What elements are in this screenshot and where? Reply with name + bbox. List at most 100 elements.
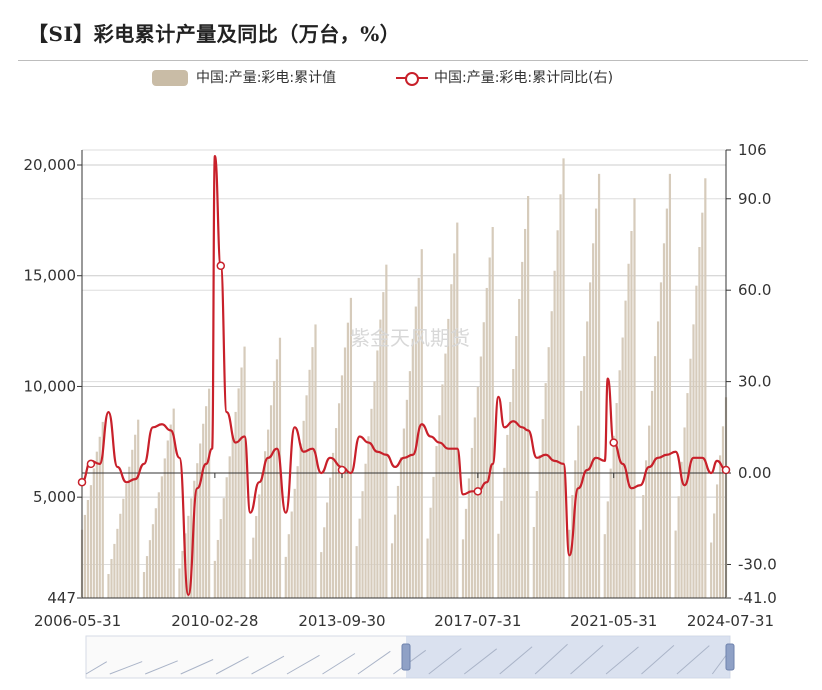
bar-cumulative bbox=[509, 401, 512, 598]
bar-cumulative bbox=[532, 526, 535, 598]
bar-cumulative bbox=[125, 483, 128, 598]
bar-cumulative bbox=[148, 540, 152, 598]
bar-cumulative bbox=[553, 270, 556, 598]
bar-cumulative bbox=[559, 194, 562, 599]
bar-cumulative bbox=[633, 198, 636, 598]
line-point-marker bbox=[337, 465, 347, 475]
bar-cumulative bbox=[142, 572, 146, 598]
bar-cumulative bbox=[323, 527, 326, 598]
bar-cumulative bbox=[618, 370, 621, 598]
bar-cumulative bbox=[119, 513, 122, 598]
bar-cumulative bbox=[577, 425, 580, 598]
zoom-slider-selection bbox=[406, 636, 730, 678]
bar-cumulative bbox=[255, 516, 258, 598]
zoom-slider-handle[interactable] bbox=[401, 643, 411, 671]
bar-cumulative bbox=[512, 368, 515, 598]
bar-cumulative bbox=[639, 529, 642, 598]
bar-cumulative bbox=[385, 264, 388, 598]
y-left-tick-label: 10,000 bbox=[24, 377, 77, 395]
bar-cumulative bbox=[580, 390, 583, 598]
bar-cumulative bbox=[464, 508, 468, 598]
bar-cumulative bbox=[544, 383, 547, 598]
line-yoy-series bbox=[81, 154, 727, 597]
bar-cumulative bbox=[231, 435, 234, 598]
bar-cumulative bbox=[550, 311, 553, 598]
bar-cumulative bbox=[98, 436, 101, 598]
bar-cumulative bbox=[624, 300, 627, 598]
bar-cumulative bbox=[178, 568, 181, 598]
bar-cumulative bbox=[320, 552, 323, 598]
bar-cumulative bbox=[199, 443, 202, 598]
bar-cumulative bbox=[252, 537, 255, 598]
bar-cumulative bbox=[134, 434, 137, 598]
bar-cumulative bbox=[592, 243, 595, 598]
y-right-tick-label: 30.0 bbox=[738, 373, 771, 391]
bar-cumulative bbox=[290, 511, 293, 598]
bar-cumulative bbox=[689, 358, 692, 598]
bar-cumulative bbox=[95, 451, 98, 598]
bar-cumulative bbox=[665, 208, 668, 598]
legend-bar-label: 中国:产量:彩电:累计值 bbox=[196, 70, 337, 86]
y-right-tick-label: -41.0 bbox=[738, 589, 777, 607]
bar-cumulative bbox=[482, 322, 485, 598]
bar-cumulative bbox=[275, 359, 279, 598]
bar-cumulative bbox=[196, 463, 199, 598]
bar-cumulative bbox=[376, 350, 379, 598]
bar-cumulative bbox=[370, 408, 373, 598]
y-right-tick-label: 0.00 bbox=[738, 464, 771, 482]
bar-cumulative bbox=[193, 480, 196, 598]
bar-cumulative bbox=[234, 411, 237, 598]
bar-cumulative bbox=[656, 321, 660, 598]
bar-cumulative bbox=[131, 449, 134, 598]
x-tick-label: 2010-02-28 bbox=[171, 612, 258, 630]
bar-cumulative bbox=[456, 222, 459, 598]
bar-cumulative bbox=[467, 478, 471, 598]
bar-cumulative bbox=[228, 456, 231, 598]
bar-cumulative bbox=[258, 494, 261, 598]
bar-cumulative bbox=[225, 477, 228, 598]
bar-cumulative bbox=[683, 427, 686, 598]
zoom-slider-handle[interactable] bbox=[725, 643, 735, 671]
bar-cumulative bbox=[473, 417, 476, 598]
bar-cumulative bbox=[556, 230, 559, 599]
bar-cumulative bbox=[305, 395, 308, 598]
bar-cumulative bbox=[701, 212, 704, 598]
bar-cumulative bbox=[154, 508, 157, 598]
legend-item-line[interactable]: 中国:产量:彩电:累计同比(右) bbox=[396, 66, 613, 90]
bar-cumulative bbox=[627, 263, 630, 598]
bar-cumulative bbox=[515, 336, 518, 598]
bar-cumulative bbox=[110, 558, 113, 598]
bar-cumulative bbox=[151, 524, 155, 598]
bar-cumulative bbox=[612, 435, 615, 598]
bar-cumulative bbox=[137, 419, 140, 598]
bar-cumulative bbox=[606, 501, 609, 598]
y-left-tick-label: 447 bbox=[47, 589, 76, 607]
bar-cumulative bbox=[444, 353, 447, 598]
bar-cumulative bbox=[589, 282, 592, 598]
bar-cumulative bbox=[535, 491, 538, 598]
bar-cumulative bbox=[621, 337, 624, 598]
bar-cumulative bbox=[128, 466, 131, 598]
bar-cumulative bbox=[272, 380, 276, 598]
bar-cumulative bbox=[334, 428, 338, 598]
bar-cumulative bbox=[521, 261, 524, 598]
bar-cumulative bbox=[240, 367, 243, 598]
y-left-tick-label: 20,000 bbox=[24, 156, 77, 174]
bar-cumulative bbox=[597, 173, 601, 598]
y-left-tick-label: 15,000 bbox=[24, 267, 77, 285]
bar-cumulative bbox=[302, 420, 305, 598]
bar-cumulative bbox=[261, 472, 264, 598]
line-point-marker bbox=[77, 477, 87, 487]
bar-cumulative bbox=[609, 468, 612, 598]
bar-cumulative bbox=[202, 423, 205, 598]
bar-cumulative bbox=[594, 208, 598, 598]
bar-cumulative bbox=[216, 539, 219, 598]
bar-cumulative bbox=[721, 426, 725, 598]
bar-cumulative bbox=[393, 514, 397, 598]
bar-cumulative bbox=[329, 477, 332, 598]
bar-cumulative bbox=[163, 458, 166, 598]
legend-item-bars[interactable]: 中国:产量:彩电:累计值 bbox=[152, 66, 336, 90]
bar-cumulative bbox=[491, 227, 494, 598]
bar-cumulative bbox=[166, 440, 169, 598]
bar-cumulative bbox=[405, 399, 409, 598]
